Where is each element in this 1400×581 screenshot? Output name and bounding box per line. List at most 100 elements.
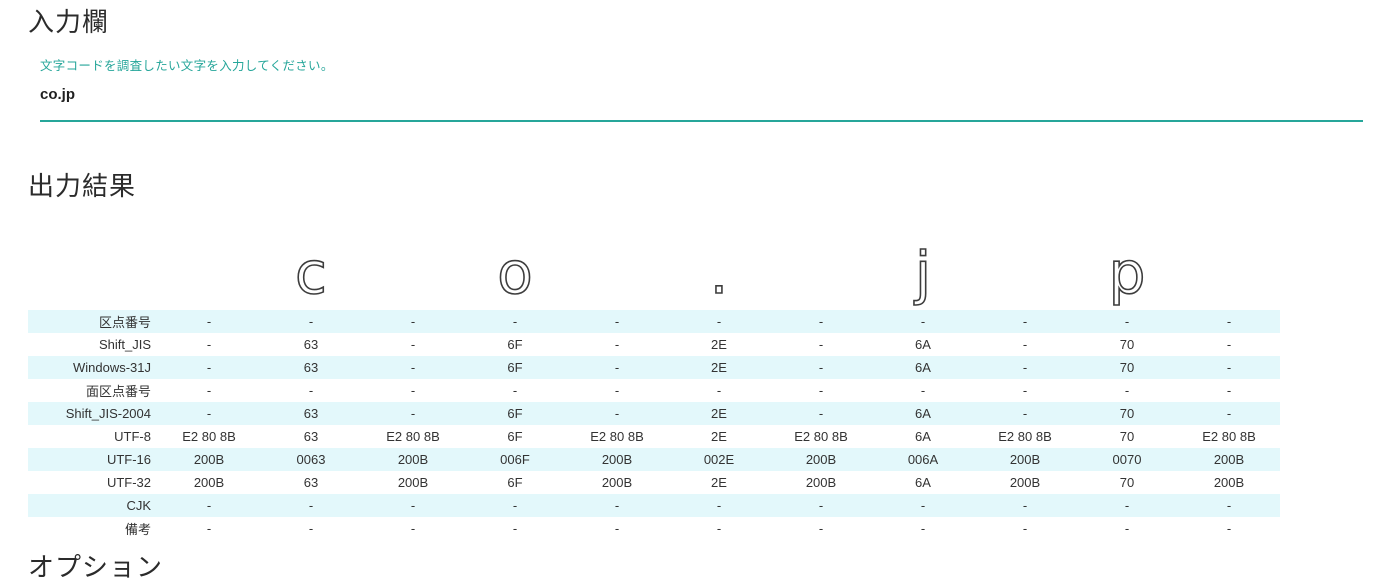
code-cell: - xyxy=(512,520,518,536)
row-label: CJK xyxy=(126,497,151,513)
code-cell: - xyxy=(206,382,212,398)
char-header-zwsp xyxy=(974,229,1076,310)
code-cell: - xyxy=(716,520,722,536)
code-cell: 200B xyxy=(601,451,633,467)
row-label: 面区点番号 xyxy=(85,383,151,399)
row-label: 備考 xyxy=(124,521,151,537)
code-cell: - xyxy=(410,405,416,421)
row-label: UTF-16 xyxy=(106,451,151,467)
code-cell: - xyxy=(1124,497,1130,513)
code-cell: 200B xyxy=(1213,451,1245,467)
output-table: c o. j p 区点番号 - - - - - - - - - - - Shift_JIS - 63 - 6F - 2E -… xyxy=(28,229,1280,540)
table-row: UTF-8 E2 80 8B 63 E2 80 8B 6F E2 80 8B 2E E2 80… xyxy=(28,425,1280,448)
code-cell: - xyxy=(1022,497,1028,513)
character-input[interactable] xyxy=(40,73,1363,122)
code-cell: - xyxy=(410,359,416,375)
code-cell: E2 80 8B xyxy=(794,428,848,444)
input-section-title: 入力欄 xyxy=(28,7,110,37)
code-cell: E2 80 8B xyxy=(590,428,644,444)
char-header-.: . xyxy=(668,229,770,310)
code-cell: 6F xyxy=(507,405,523,421)
code-cell: - xyxy=(410,497,416,513)
code-cell: - xyxy=(614,359,620,375)
char-header-zwsp xyxy=(158,229,260,310)
char-header-j: j xyxy=(872,229,974,310)
code-cell: 6A xyxy=(915,474,931,490)
input-hint: 文字コードを調査したい文字を入力してください。 xyxy=(40,58,334,73)
char-glyph: p xyxy=(1108,238,1146,307)
code-cell: 2E xyxy=(711,359,727,375)
code-cell: 6A xyxy=(915,405,931,421)
code-cell: 6A xyxy=(915,336,931,352)
char-header-zwsp xyxy=(770,229,872,310)
code-cell: 200B xyxy=(1009,474,1041,490)
table-row: 区点番号 - - - - - - - - - - - xyxy=(28,309,1280,333)
char-header-zwsp xyxy=(362,229,464,310)
code-cell: - xyxy=(1226,359,1232,375)
code-cell: 2E xyxy=(711,405,727,421)
code-cell: 63 xyxy=(303,428,319,444)
char-glyph: . xyxy=(709,238,729,307)
code-cell: - xyxy=(818,336,824,352)
code-cell: - xyxy=(716,382,722,398)
code-cell: - xyxy=(1226,520,1232,536)
char-header-p: p xyxy=(1076,229,1178,310)
code-cell: 6F xyxy=(507,359,523,375)
table-row: 備考 - - - - - - - - - - - xyxy=(28,517,1280,540)
row-label: Shift_JIS-2004 xyxy=(65,405,151,421)
code-cell: 6F xyxy=(507,336,523,352)
code-cell: 2E xyxy=(711,336,727,352)
code-cell: - xyxy=(308,382,314,398)
code-cell: - xyxy=(1226,405,1232,421)
table-row: 面区点番号 - - - - - - - - - - - xyxy=(28,379,1280,402)
code-cell: - xyxy=(818,520,824,536)
code-cell: 200B xyxy=(193,474,225,490)
code-cell: - xyxy=(1022,382,1028,398)
code-cell: - xyxy=(920,497,926,513)
code-cell: 63 xyxy=(303,359,319,375)
code-cell: E2 80 8B xyxy=(998,428,1052,444)
code-cell: E2 80 8B xyxy=(386,428,440,444)
row-label: 区点番号 xyxy=(98,314,151,330)
code-cell: 70 xyxy=(1119,428,1135,444)
code-cell: 6F xyxy=(507,474,523,490)
row-label: UTF-8 xyxy=(114,428,151,444)
code-cell: - xyxy=(308,497,314,513)
row-label: Shift_JIS xyxy=(98,336,151,352)
code-cell: 70 xyxy=(1119,405,1135,421)
char-header-o: o xyxy=(464,229,566,310)
char-glyph: c xyxy=(294,238,327,307)
table-row: UTF-32 200B 63 200B 6F 200B 2E 200B 6A 200B 70 200B xyxy=(28,471,1280,494)
code-cell: - xyxy=(1226,382,1232,398)
code-cell: - xyxy=(410,313,416,329)
code-cell: 200B xyxy=(1213,474,1245,490)
code-cell: - xyxy=(206,359,212,375)
code-cell: - xyxy=(1022,313,1028,329)
code-cell: 63 xyxy=(303,474,319,490)
code-cell: 63 xyxy=(303,336,319,352)
code-cell: 70 xyxy=(1119,474,1135,490)
code-cell: - xyxy=(206,405,212,421)
code-cell: - xyxy=(818,382,824,398)
code-cell: 200B xyxy=(805,474,837,490)
code-cell: - xyxy=(1226,497,1232,513)
output-section-title: 出力結果 xyxy=(28,170,137,201)
char-glyph: o xyxy=(496,238,533,307)
code-cell: - xyxy=(920,520,926,536)
code-cell: - xyxy=(614,520,620,536)
code-cell: 2E xyxy=(711,474,727,490)
char-glyph: j xyxy=(914,238,932,307)
code-cell: - xyxy=(1124,382,1130,398)
code-cell: - xyxy=(818,313,824,329)
code-cell: - xyxy=(920,313,926,329)
code-cell: - xyxy=(614,313,620,329)
code-cell: - xyxy=(512,313,518,329)
options-section-title: オプション xyxy=(28,551,164,581)
code-cell: 200B xyxy=(805,451,837,467)
code-cell: 002E xyxy=(703,451,735,467)
code-cell: - xyxy=(614,382,620,398)
code-cell: - xyxy=(410,382,416,398)
code-cell: - xyxy=(1124,313,1130,329)
code-cell: 200B xyxy=(397,474,429,490)
code-cell: - xyxy=(818,497,824,513)
